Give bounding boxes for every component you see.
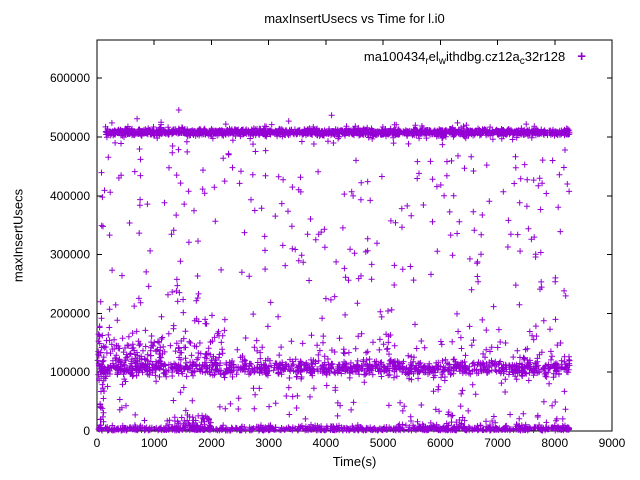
y-tick-label: 300000 [50,248,90,262]
y-tick-label: 400000 [50,189,90,203]
y-tick-label: 0 [83,424,90,438]
y-tick-label: 500000 [50,130,90,144]
x-tick-label: 8000 [541,436,568,450]
legend-plus-marker-icon: + [577,48,586,65]
legend-text-segment: 32r128 [524,49,566,64]
legend-subscript: w [438,56,447,67]
y-tick-label: 100000 [50,365,90,379]
chart-title: maxInsertUsecs vs Time for l.i0 [264,11,445,26]
legend-series-label: ma100434relwithdbg.cz12ac32r128 [364,49,565,67]
x-tick-label: 6000 [427,436,454,450]
y-tick-label: 200000 [50,306,90,320]
x-tick-label: 3000 [255,436,282,450]
legend-text-segment: ithdbg.cz12a [446,49,520,64]
x-tick-label: 0 [94,436,101,450]
x-axis-label: Time(s) [332,454,377,469]
legend-subscript: c [519,56,525,67]
x-tick-label: 4000 [313,436,340,450]
x-tick-label: 1000 [141,436,168,450]
legend-subscript: r [425,56,429,67]
x-tick-label: 9000 [599,436,626,450]
legend-text-segment: el [428,49,439,64]
scatter-points [94,107,573,434]
x-tick-label: 7000 [484,436,511,450]
y-tick-label: 600000 [50,71,90,85]
legend-text-segment: ma100434 [363,49,426,64]
legend: ma100434relwithdbg.cz12ac32r128 + [364,49,586,67]
x-tick-label: 5000 [370,436,397,450]
x-tick-label: 2000 [198,436,225,450]
